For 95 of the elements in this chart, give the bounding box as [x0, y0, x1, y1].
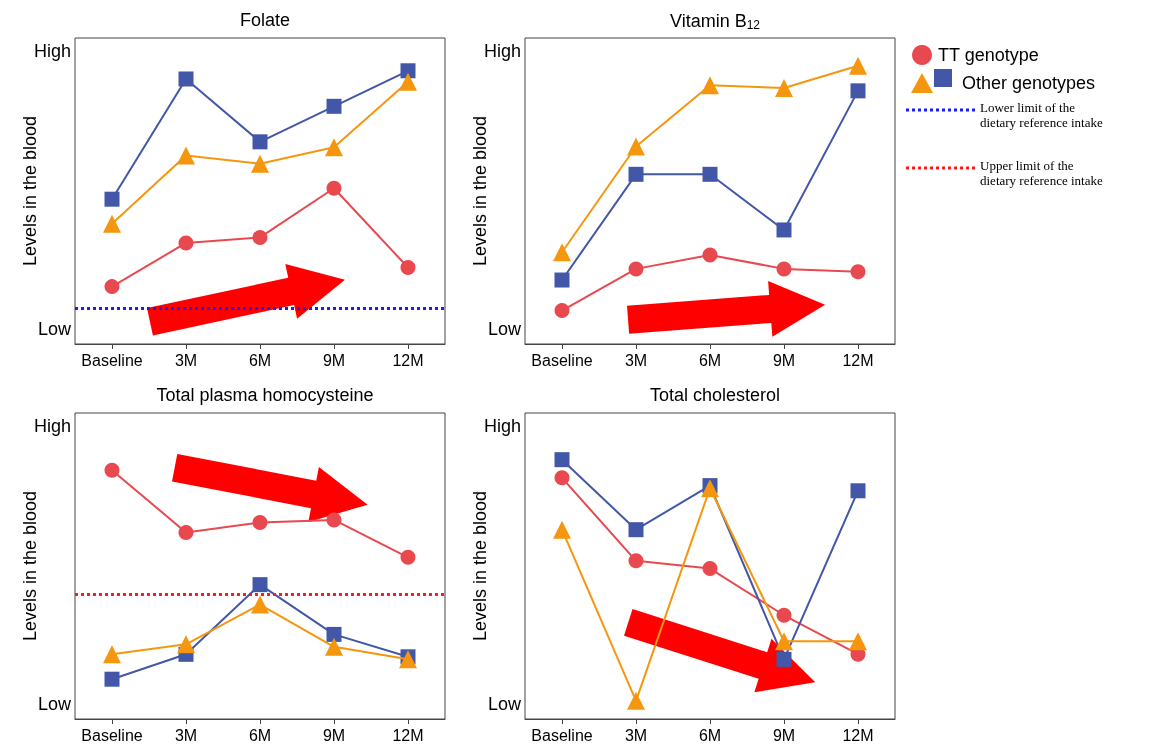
x-tick-label: 6M: [248, 726, 272, 744]
point: [178, 71, 194, 87]
x-tick-label: Baseline: [531, 726, 593, 744]
point: [177, 635, 195, 654]
x-tick-label: 12M: [842, 726, 874, 744]
x-tick-label: 6M: [248, 351, 272, 369]
point: [627, 691, 645, 710]
point: [628, 166, 644, 182]
x-tick-label: 12M: [842, 351, 874, 369]
x-tick-label: Baseline: [81, 726, 143, 744]
point: [252, 577, 268, 593]
point: [251, 154, 269, 173]
point: [400, 549, 416, 565]
y-axis-title: Levels in the blood: [20, 115, 40, 267]
point: [103, 645, 121, 664]
x-tick-label: Baseline: [81, 351, 143, 369]
point: [702, 561, 718, 577]
point: [326, 512, 342, 528]
point: [104, 671, 120, 687]
y-axis-title: Levels in the blood: [470, 115, 490, 267]
x-tick-label: 12M: [392, 726, 424, 744]
point: [849, 56, 867, 75]
point: [850, 483, 866, 499]
point: [849, 632, 867, 651]
x-tick-label: 9M: [772, 351, 796, 369]
text: High: [33, 416, 71, 436]
y-axis-title: Levels in the blood: [470, 490, 490, 642]
point: [554, 470, 570, 486]
point: [178, 235, 194, 251]
text: Low: [487, 319, 522, 339]
point: [252, 134, 268, 150]
point: [628, 522, 644, 538]
point: [325, 138, 343, 157]
legend-label: TT genotype: [938, 45, 1039, 65]
chart-title: Total cholesterol: [649, 385, 781, 405]
point: [251, 595, 269, 614]
x-tick-label: 3M: [624, 351, 648, 369]
point: [252, 514, 268, 530]
point: [776, 222, 792, 238]
text: Low: [37, 319, 72, 339]
point: [702, 166, 718, 182]
x-tick-label: 6M: [698, 726, 722, 744]
x-tick-label: 9M: [772, 726, 796, 744]
point: [400, 63, 416, 79]
point: [553, 243, 571, 262]
x-tick-label: 3M: [624, 726, 648, 744]
x-tick-label: Baseline: [531, 351, 593, 369]
point: [553, 520, 571, 539]
x-tick-label: 3M: [174, 726, 198, 744]
point: [776, 261, 792, 277]
text: Low: [37, 694, 72, 714]
point: [850, 83, 866, 99]
text: Lower limit of the dietary reference intake: [980, 100, 1103, 130]
point: [326, 180, 342, 196]
point: [554, 452, 570, 468]
point: [252, 229, 268, 245]
chart-title: Total plasma homocysteine: [156, 385, 374, 405]
x-tick-label: 9M: [322, 726, 346, 744]
legend-label: Other genotypes: [962, 73, 1096, 93]
point: [103, 214, 121, 233]
point: [326, 626, 342, 642]
text: High: [483, 41, 521, 61]
point: [325, 637, 343, 656]
point: [776, 607, 792, 623]
point: [776, 651, 792, 667]
text: Low: [487, 694, 522, 714]
x-tick-label: 6M: [698, 351, 722, 369]
text: High: [483, 416, 521, 436]
point: [399, 72, 417, 91]
point: [104, 462, 120, 478]
point: [400, 260, 416, 275]
point: [104, 279, 120, 295]
point: [702, 247, 718, 263]
x-tick-label: 12M: [392, 351, 424, 369]
point: [399, 650, 417, 669]
point: [701, 76, 719, 95]
y-axis-title: Levels in the blood: [20, 490, 40, 642]
point: [326, 98, 342, 114]
point: [104, 191, 120, 207]
point: [701, 479, 719, 498]
point: [628, 553, 644, 569]
point: [850, 264, 866, 280]
point: [554, 272, 570, 288]
point: [177, 146, 195, 165]
point: [178, 524, 194, 540]
x-tick-label: 3M: [174, 351, 198, 369]
point: [627, 137, 645, 156]
point: [775, 632, 793, 651]
x-tick-label: 9M: [322, 351, 346, 369]
point: [775, 79, 793, 98]
chart-title: Folate: [239, 10, 291, 30]
point: [554, 303, 570, 319]
text: High: [33, 41, 71, 61]
text: Upper limit of the dietary reference intake: [980, 158, 1103, 188]
point: [628, 261, 644, 277]
